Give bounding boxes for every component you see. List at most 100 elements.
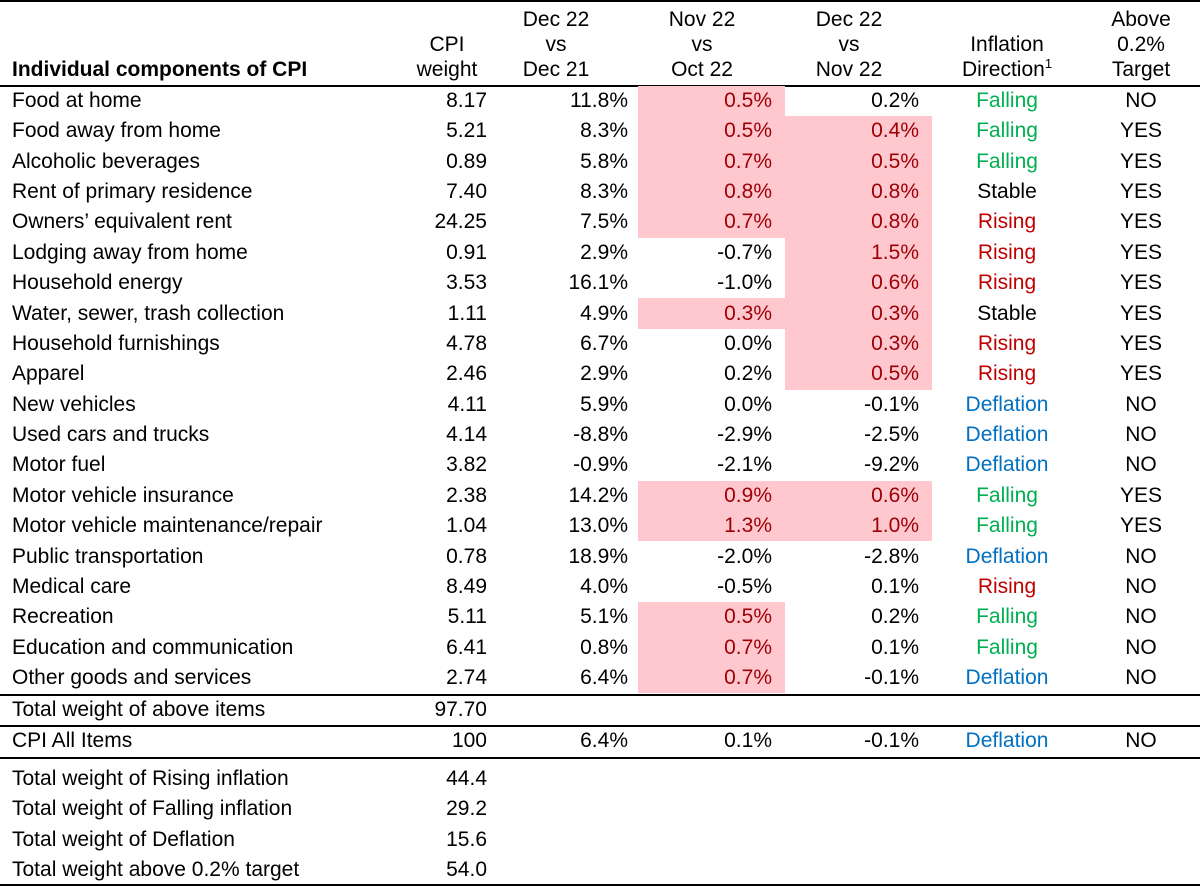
table-cell: YES <box>1119 149 1163 173</box>
table-cell: 0.0% <box>724 392 772 416</box>
rule <box>0 725 1200 727</box>
table-cell: -0.1% <box>864 729 919 752</box>
table-cell: -1.0% <box>717 271 772 295</box>
table-cell: Rising <box>977 362 1037 386</box>
table-cell: Household energy <box>12 271 183 295</box>
table-cell: 0.2% <box>871 605 919 629</box>
table-cell: Total weight of Rising inflation <box>12 767 289 790</box>
header-text: Individual components of CPI <box>12 58 308 81</box>
highlight-cell <box>638 298 785 329</box>
table-cell: Falling <box>976 483 1038 507</box>
highlight-cell <box>785 480 932 511</box>
table-cell: 0.1% <box>871 635 919 659</box>
highlight-cell <box>638 602 785 633</box>
table-cell: YES <box>1119 240 1163 264</box>
table-cell: -8.8% <box>573 423 628 447</box>
table-cell: 3.82 <box>446 453 487 477</box>
table-cell: 0.5% <box>724 119 772 143</box>
highlight-cell <box>638 662 785 694</box>
table-cell: 6.41 <box>446 635 487 659</box>
table-cell: 0.5% <box>724 89 772 112</box>
table-cell: 2.9% <box>580 362 628 386</box>
table-cell: 0.3% <box>871 331 919 355</box>
table-cell: Total weight of Deflation <box>12 827 235 851</box>
table-cell: Other goods and services <box>12 666 252 690</box>
highlight-cell <box>785 146 932 177</box>
table-cell: 0.7% <box>724 210 772 234</box>
table-cell: -2.8% <box>864 544 919 568</box>
table-cell: 0.5% <box>871 362 919 386</box>
table-cell: 0.8% <box>580 635 628 659</box>
table-cell: Falling <box>976 635 1038 659</box>
header-text: Dec 21 <box>522 58 590 81</box>
table-cell: 0.3% <box>871 301 919 325</box>
table-cell: 2.38 <box>446 483 487 507</box>
header-text: 0.2% <box>1117 33 1165 56</box>
table-cell: NO <box>1125 89 1157 112</box>
header-text: Dec 22 <box>522 8 590 31</box>
table-cell: YES <box>1119 271 1163 295</box>
highlight-cell <box>785 207 932 238</box>
table-cell: Apparel <box>12 362 85 386</box>
table-cell: 18.9% <box>568 544 628 568</box>
table-cell: -0.9% <box>573 453 628 477</box>
table-cell: NO <box>1125 574 1157 598</box>
table-cell: 2.46 <box>446 362 487 386</box>
table-cell: 97.70 <box>434 698 487 721</box>
table-cell: 4.9% <box>580 301 628 325</box>
rule <box>0 757 1200 759</box>
table-cell: 5.11 <box>447 605 487 629</box>
table-cell: Medical care <box>12 574 132 598</box>
table-cell: 0.6% <box>871 483 919 507</box>
table-cell: Total weight of above items <box>12 698 266 721</box>
highlight-cell <box>785 328 932 360</box>
table-cell: Total weight of Falling inflation <box>12 797 293 821</box>
table-cell: Stable <box>977 180 1037 204</box>
table-cell: 5.8% <box>580 149 628 173</box>
table-cell: 7.5% <box>580 210 628 234</box>
table-cell: 16.1% <box>568 271 628 295</box>
header-text: Inflation <box>970 33 1044 56</box>
table-cell: -2.1% <box>717 453 772 477</box>
table-cell: 44.4 <box>446 767 487 790</box>
table-cell: YES <box>1119 362 1163 386</box>
table-cell: Household furnishings <box>12 331 220 355</box>
table-cell: 13.0% <box>568 514 628 538</box>
table-cell: 0.9% <box>724 483 772 507</box>
table-cell: YES <box>1119 331 1163 355</box>
table-cell: Falling <box>976 119 1038 143</box>
table-cell: 0.0% <box>724 331 772 355</box>
header-text: Direction1 <box>961 56 1053 81</box>
table-cell: New vehicles <box>12 392 136 416</box>
table-cell: 11.8% <box>570 89 628 112</box>
table-cell: Rising <box>977 331 1037 355</box>
table-cell: NO <box>1125 729 1157 752</box>
table-cell: -9.2% <box>864 453 919 477</box>
table-cell: 0.4% <box>871 119 919 143</box>
table-cell: NO <box>1125 453 1157 477</box>
header-text: vs <box>545 33 567 56</box>
table-cell: CPI All Items <box>12 729 133 752</box>
highlight-cell <box>638 85 785 117</box>
table-cell: Motor fuel <box>12 453 106 477</box>
highlight-cell <box>785 268 932 299</box>
table-cell: Recreation <box>12 605 114 629</box>
table-cell: 8.3% <box>580 119 628 143</box>
table-cell: 0.2% <box>871 89 919 112</box>
header-text: Above <box>1111 8 1171 31</box>
table-cell: 1.5% <box>871 240 919 264</box>
header-text: CPI <box>429 33 465 56</box>
table-cell: NO <box>1125 392 1157 416</box>
header-text: Nov 22 <box>668 8 736 31</box>
table-cell: 0.5% <box>871 149 919 173</box>
rule <box>0 85 1200 87</box>
table-cell: 5.1% <box>580 605 628 629</box>
table-cell: 2.9% <box>580 240 628 264</box>
table-cell: Education and communication <box>12 635 294 659</box>
table-cell: YES <box>1119 210 1163 234</box>
table-cell: YES <box>1119 514 1163 538</box>
table-cell: -0.5% <box>717 574 772 598</box>
table-cell: Public transportation <box>12 544 204 568</box>
highlight-cell <box>638 480 785 511</box>
